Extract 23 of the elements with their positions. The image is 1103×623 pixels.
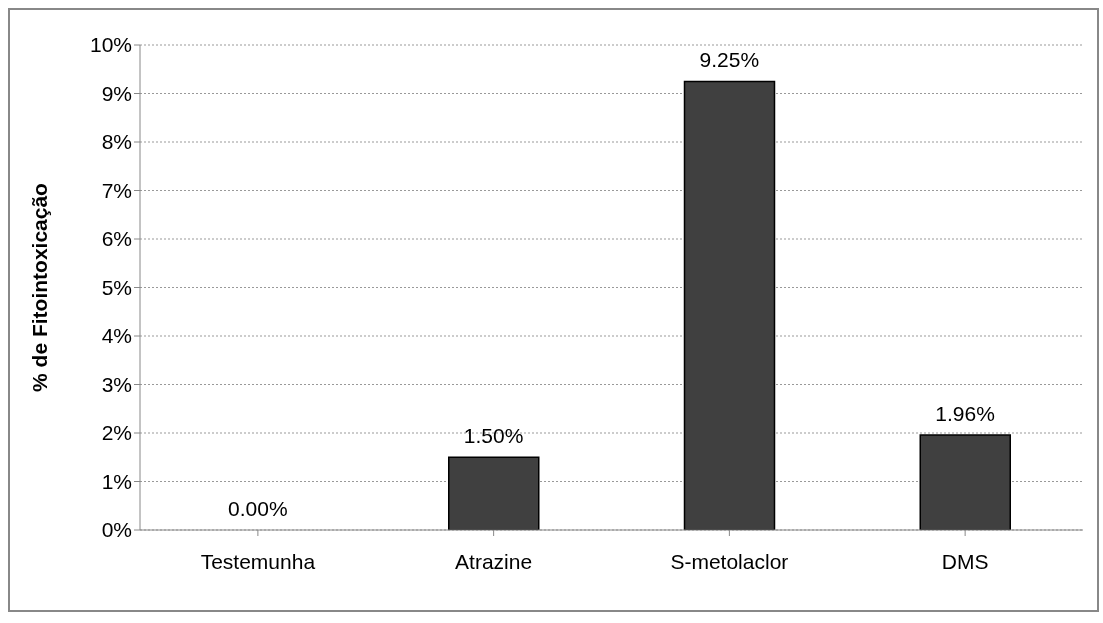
y-tick-label: 10%	[89, 33, 132, 57]
x-tick-label: Atrazine	[455, 549, 533, 573]
y-tick-label: 9%	[101, 81, 132, 105]
y-tick-label: 6%	[101, 227, 132, 251]
y-tick-label: 3%	[101, 372, 132, 396]
x-tick-label: Testemunha	[200, 549, 316, 573]
data-label: 0.00%	[228, 497, 288, 520]
y-tick-label: 8%	[101, 130, 132, 154]
y-tick-label: 5%	[101, 275, 132, 299]
y-tick-label: 2%	[101, 421, 132, 445]
data-label: 1.50%	[463, 424, 524, 448]
y-axis-title: % de Fitointoxicação	[28, 183, 52, 392]
y-tick-label: 4%	[101, 324, 132, 348]
y-tick-label: 7%	[101, 178, 132, 202]
y-tick-label: 0%	[101, 518, 132, 542]
data-label: 1.96%	[935, 401, 995, 425]
bar	[919, 434, 1011, 530]
bar	[448, 456, 540, 530]
x-tick-label: S-metolaclor	[670, 549, 789, 573]
y-tick-label: 1%	[101, 469, 132, 493]
x-tick-label: DMS	[941, 549, 989, 573]
data-label: 9.25%	[699, 48, 760, 72]
bar	[683, 80, 776, 530]
